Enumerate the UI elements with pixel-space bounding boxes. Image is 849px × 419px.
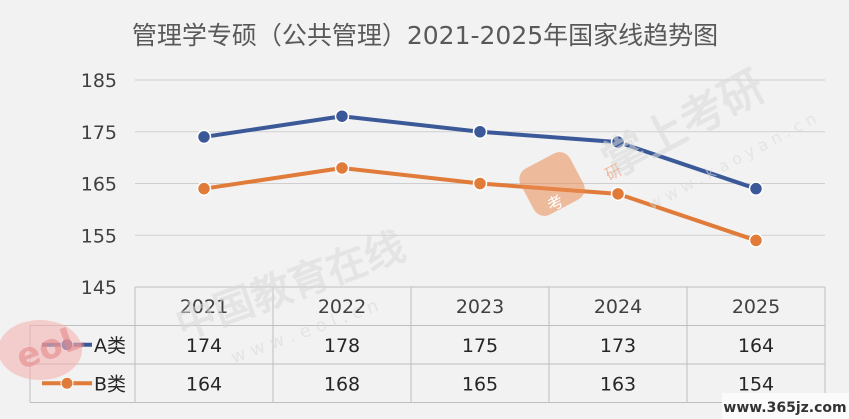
kaoyan-logo-box xyxy=(519,152,585,216)
data-point xyxy=(334,108,350,124)
y-tick-label: 155 xyxy=(81,225,117,247)
data-point xyxy=(334,160,350,176)
data-point xyxy=(472,176,488,191)
x-tick-label: 2021 xyxy=(180,296,228,318)
data-label: 154 xyxy=(738,373,774,395)
data-label: 173 xyxy=(600,335,636,357)
data-point xyxy=(748,181,764,196)
x-tick-label: 2025 xyxy=(732,296,780,318)
x-tick-label: 2024 xyxy=(594,296,642,318)
eol-logo-swoosh xyxy=(0,320,82,380)
data-label: 164 xyxy=(186,373,222,395)
data-table: 2021 2022 2023 2024 2025 A类 174 178 175 173 164 B类 1… xyxy=(29,286,826,403)
data-label: 163 xyxy=(600,373,636,395)
legend-label: A类 xyxy=(94,335,126,357)
y-tick-label: 185 xyxy=(81,70,117,92)
data-label: 178 xyxy=(324,335,360,357)
x-tick-label: 2022 xyxy=(318,296,366,318)
y-tick-label: 165 xyxy=(81,174,117,196)
data-point xyxy=(196,129,212,145)
data-label: 165 xyxy=(462,373,498,395)
kaoyan-logo-text-2: 研 xyxy=(602,160,625,184)
data-label: 164 xyxy=(738,335,774,357)
data-label: 175 xyxy=(462,335,498,357)
kaoyan-watermark: 考 研 掌上考研 w w w . k a o y a n . c n xyxy=(519,61,819,216)
data-point xyxy=(748,233,764,248)
data-point xyxy=(472,124,488,139)
y-tick-label: 175 xyxy=(81,122,117,144)
x-tick-label: 2023 xyxy=(456,296,504,318)
legend-marker xyxy=(60,376,74,390)
y-tick-label: 145 xyxy=(81,277,117,299)
chart-title: 管理学专硕（公共管理）2021-2025年国家线趋势图 xyxy=(132,21,718,50)
site-footer-bg xyxy=(722,393,849,419)
data-point xyxy=(610,186,626,202)
kaoyan-logo-text-1: 考 xyxy=(544,191,567,215)
series-lines xyxy=(196,108,764,248)
y-axis-ticks: 185 175 165 155 145 xyxy=(81,70,117,299)
legend-label: B类 xyxy=(94,373,126,395)
data-point xyxy=(196,181,212,196)
data-label: 168 xyxy=(324,373,360,395)
data-point xyxy=(610,134,626,150)
site-footer: www.365jz.com xyxy=(723,400,846,416)
data-label: 174 xyxy=(186,335,222,357)
